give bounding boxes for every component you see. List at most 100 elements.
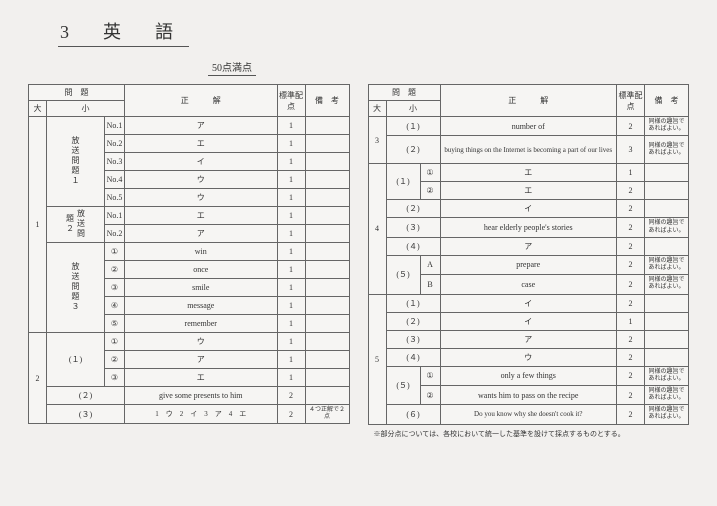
cell — [305, 333, 349, 351]
cell: (５) — [386, 255, 420, 294]
cell: (１) — [386, 117, 440, 136]
multi-cell: 1 ウ 2 イ 3 ア 4 エ — [125, 405, 278, 424]
cell: 同様の趣旨であればよい。 — [645, 136, 689, 164]
cell: 2 — [617, 348, 645, 366]
cell — [645, 200, 689, 218]
cell — [305, 153, 349, 171]
left-table: 問 題正 解標準配点備 考 大小 1 放送問題１ No.1ア1 No.2エ1 N… — [28, 84, 350, 424]
hdr-bikou: 備 考 — [305, 85, 349, 117]
cell: 同様の趣旨であればよい。 — [645, 218, 689, 237]
cell: 同様の趣旨であればよい。 — [645, 275, 689, 294]
cell: case — [440, 275, 617, 294]
cell: エ — [125, 135, 278, 153]
cell: 1 — [277, 153, 305, 171]
cell: 1 — [277, 333, 305, 351]
cell: 同様の趣旨であればよい。 — [645, 117, 689, 136]
cell: エ — [440, 164, 617, 182]
cell: hear elderly people's stories — [440, 218, 617, 237]
cell: ① — [105, 243, 125, 261]
cell: 1 — [277, 225, 305, 243]
cell: 2 — [617, 366, 645, 385]
cell — [645, 348, 689, 366]
cell: give some presents to him — [125, 387, 278, 405]
cell: ④ — [105, 297, 125, 315]
cell: (１) — [386, 294, 440, 312]
cell: No.2 — [105, 135, 125, 153]
cell: (２) — [386, 200, 440, 218]
hoso1-label: 放送問題１ — [70, 136, 81, 186]
cell: イ — [440, 200, 617, 218]
page-title: 3 英 語 — [58, 18, 189, 47]
cell: ウ — [125, 189, 278, 207]
cell — [305, 207, 349, 225]
cell: 1 — [277, 315, 305, 333]
cell: ③ — [105, 369, 125, 387]
cell: 2 — [617, 330, 645, 348]
full-score: 50点満点 — [208, 59, 256, 76]
cell: buying things on the Internet is becomin… — [440, 136, 617, 164]
cell: ② — [420, 385, 440, 404]
dai-3: 3 — [368, 117, 386, 164]
cell — [305, 351, 349, 369]
hdr-dai: 大 — [368, 101, 386, 117]
cell: ① — [420, 366, 440, 385]
cell: 1 — [277, 189, 305, 207]
cell: 1 — [277, 261, 305, 279]
cell: (３) — [47, 405, 125, 424]
cell: ４つ正解で２点 — [305, 405, 349, 424]
cell — [305, 279, 349, 297]
cell — [305, 135, 349, 153]
cell: 1 — [617, 312, 645, 330]
cell: 2 — [277, 387, 305, 405]
cell: 同様の趣旨であればよい。 — [645, 255, 689, 274]
cell: 2 — [617, 237, 645, 255]
cell: ① — [420, 164, 440, 182]
cell — [645, 237, 689, 255]
cell: ウ — [125, 171, 278, 189]
dai-4: 4 — [368, 164, 386, 294]
cell: ② — [420, 182, 440, 200]
cell: 同様の趣旨であればよい。 — [645, 385, 689, 404]
cell: ② — [105, 351, 125, 369]
cell: ウ — [440, 348, 617, 366]
cell: イ — [440, 294, 617, 312]
cell: (３) — [386, 218, 440, 237]
hdr-bikou: 備 考 — [645, 85, 689, 117]
cell: No.3 — [105, 153, 125, 171]
cell: 同様の趣旨であればよい。 — [645, 405, 689, 424]
hdr-seikai: 正 解 — [125, 85, 278, 117]
cell — [305, 225, 349, 243]
cell: message — [125, 297, 278, 315]
cell: ウ — [125, 333, 278, 351]
dai-2: 2 — [29, 333, 47, 424]
cell: (１) — [386, 164, 420, 200]
hdr-sho: 小 — [386, 101, 440, 117]
cell: 1 — [277, 243, 305, 261]
cell: (３) — [386, 330, 440, 348]
cell — [645, 330, 689, 348]
cell: 1 — [277, 369, 305, 387]
cell: エ — [125, 369, 278, 387]
cell: 2 — [617, 200, 645, 218]
cell — [305, 297, 349, 315]
cell: (４) — [386, 348, 440, 366]
hdr-mondai: 問 題 — [29, 85, 125, 101]
left-grid: 問 題正 解標準配点備 考 大小 1 放送問題１ No.1ア1 No.2エ1 N… — [28, 84, 350, 439]
hdr-seikai: 正 解 — [440, 85, 617, 117]
cell: 2 — [617, 255, 645, 274]
cell: ⑤ — [105, 315, 125, 333]
cell: 1 — [277, 351, 305, 369]
cell: 1 — [277, 279, 305, 297]
cell — [645, 164, 689, 182]
hdr-dai: 大 — [29, 101, 47, 117]
cell: エ — [440, 182, 617, 200]
cell: No.1 — [105, 117, 125, 135]
cell — [305, 171, 349, 189]
cell — [305, 117, 349, 135]
cell: (４) — [386, 237, 440, 255]
cell: 同様の趣旨であればよい。 — [645, 366, 689, 385]
cell: (６) — [386, 405, 440, 424]
hoso3-label: 放送問題３ — [70, 262, 81, 312]
cell: No.4 — [105, 171, 125, 189]
cell: ア — [125, 351, 278, 369]
